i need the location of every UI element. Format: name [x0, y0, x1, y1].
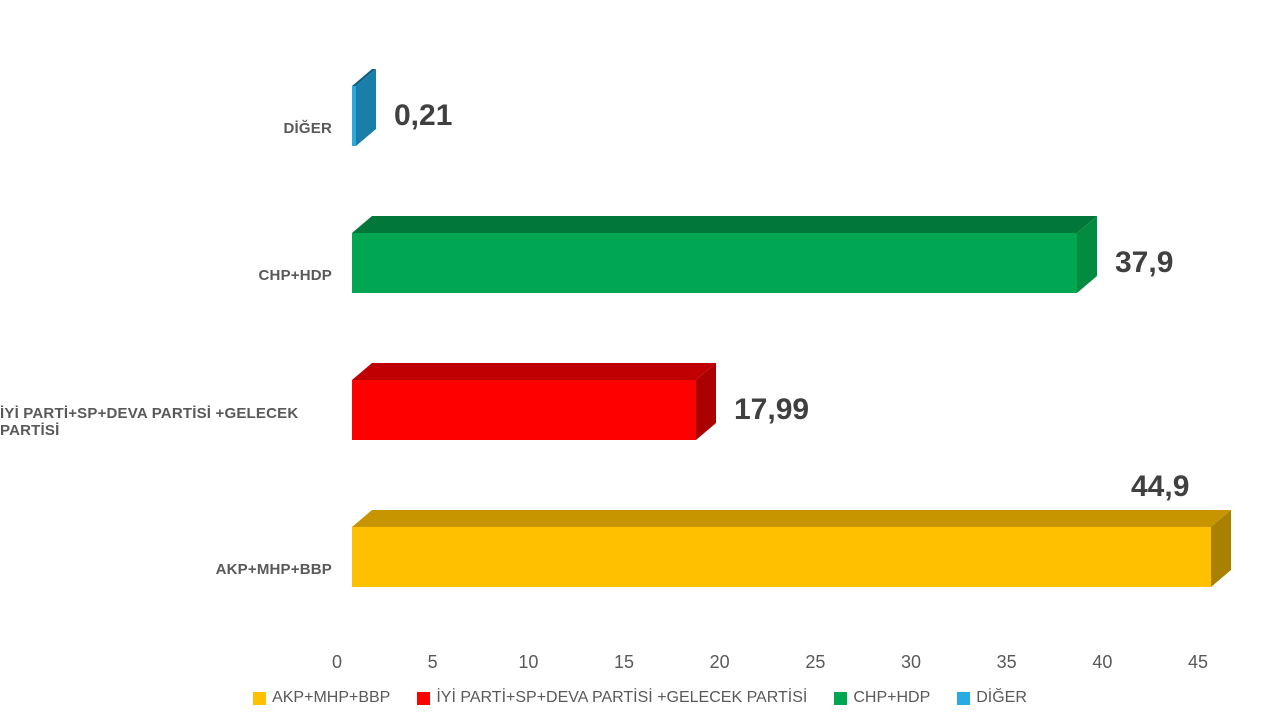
- legend-swatch: [834, 691, 848, 705]
- value-label: 37,9: [1115, 246, 1174, 279]
- x-tick-label: 25: [805, 652, 826, 672]
- bar-row: İYİ PARTİ+SP+DEVA PARTİSİ +GELECEK PARTİ…: [0, 363, 1280, 440]
- value-label: 44,9: [1131, 470, 1190, 503]
- bar-top-face: [352, 510, 1232, 527]
- x-tick-label: 0: [331, 652, 342, 672]
- bar-3d-box: [352, 363, 717, 440]
- x-tick-label: 10: [518, 652, 539, 672]
- legend-swatch: [417, 691, 431, 705]
- category-label: CHP+HDP: [258, 266, 332, 284]
- legend-item: İYİ PARTİ+SP+DEVA PARTİSİ +GELECEK PARTİ…: [417, 689, 807, 707]
- bar-3d-box: [352, 510, 1232, 587]
- value-label: 0,21: [394, 99, 453, 132]
- bar-top-face: [352, 216, 1098, 233]
- legend-item: AKP+MHP+BBP: [253, 689, 390, 707]
- category-label: İYİ PARTİ+SP+DEVA PARTİSİ +GELECEK PARTİ…: [0, 405, 299, 439]
- x-tick-label: 35: [996, 652, 1017, 672]
- category-label: AKP+MHP+BBP: [215, 560, 332, 578]
- legend-swatch: [957, 691, 971, 705]
- legend-label: İYİ PARTİ+SP+DEVA PARTİSİ +GELECEK PARTİ…: [436, 689, 808, 706]
- legend-label: AKP+MHP+BBP: [272, 689, 391, 706]
- legend-label: CHP+HDP: [853, 689, 931, 706]
- bar-3d-box: [352, 69, 377, 146]
- x-axis: 0 5 10 15 20 25 30 35 40 45: [0, 652, 1280, 674]
- legend: AKP+MHP+BBP İYİ PARTİ+SP+DEVA PARTİSİ +GE…: [0, 686, 1280, 710]
- value-label: 17,99: [734, 393, 810, 426]
- bar-face: [352, 527, 1211, 587]
- x-tick-label: 30: [900, 652, 922, 672]
- bar-row: DİĞER 0,21: [0, 69, 1280, 146]
- legend-swatch: [253, 691, 267, 705]
- bar-3d-box: [352, 216, 1098, 293]
- x-tick-label: 20: [709, 652, 730, 672]
- bar-row: AKP+MHP+BBP 44,9: [0, 470, 1280, 587]
- x-tick-label: 40: [1092, 652, 1113, 672]
- category-label: DİĞER: [283, 119, 332, 137]
- x-tick-label: 15: [613, 652, 635, 672]
- bar-face: [352, 380, 696, 440]
- bar-face: [352, 86, 356, 146]
- bar-top-face: [352, 363, 717, 380]
- legend-label: DİĞER: [976, 689, 1027, 706]
- bar-row: CHP+HDP 37,9: [0, 216, 1280, 293]
- bar-face: [352, 233, 1077, 293]
- legend-item: CHP+HDP: [834, 689, 930, 707]
- x-tick-label: 45: [1187, 652, 1209, 672]
- legend-item: DİĞER: [957, 689, 1027, 707]
- x-tick-label: 5: [427, 652, 438, 672]
